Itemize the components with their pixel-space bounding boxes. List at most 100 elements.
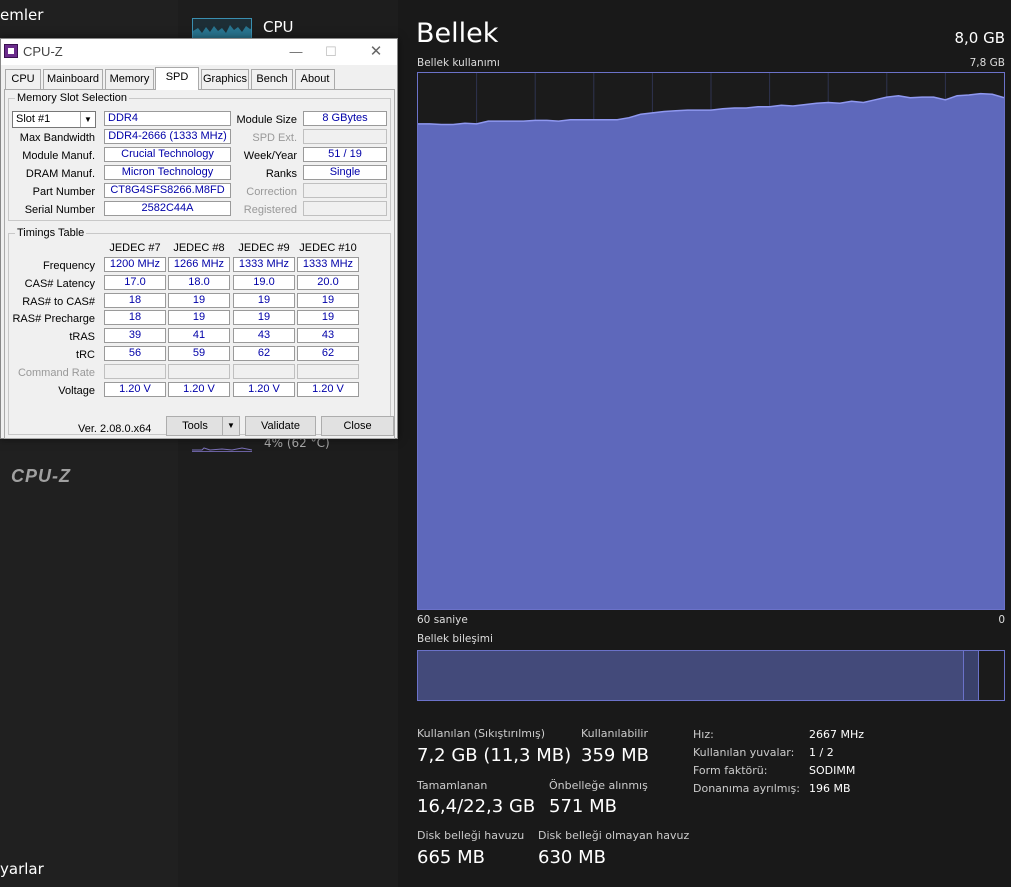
sidebar-item-processes[interactable]: emler [0, 6, 44, 24]
timing-row-label: Command Rate [17, 366, 95, 379]
tools-button[interactable]: Tools [166, 416, 224, 436]
close-icon[interactable]: ✕ [369, 43, 383, 60]
minimize-button[interactable]: — [289, 44, 303, 59]
memory-type-field: DDR4 [104, 111, 231, 126]
validate-button[interactable]: Validate [245, 416, 316, 436]
timings-group-title: Timings Table [15, 227, 87, 239]
timing-cell: 19 [233, 292, 295, 308]
timing-cell: 1.20 V [104, 381, 166, 397]
timing-row-label: tRC [76, 349, 95, 361]
memory-usage-line [418, 92, 1005, 126]
cpu-thumbnail-graph[interactable] [192, 18, 252, 40]
composition-modified[interactable] [962, 651, 979, 700]
max-bandwidth-label: Max Bandwidth [19, 132, 95, 144]
cpuz-spd-panel: Memory Slot Selection Slot #1 ▼ DDR4 Mod… [4, 89, 395, 486]
timing-cell: 1.20 V [233, 381, 295, 397]
paged-pool-value: 665 MB [417, 847, 485, 868]
timing-cell: 1.20 V [168, 381, 230, 397]
memory-composition-bar[interactable] [417, 650, 1005, 701]
timing-row-label: CAS# Latency [24, 277, 95, 290]
module-manuf-label: Module Manuf. [22, 150, 95, 162]
slots-used-value: 1 / 2 [809, 746, 834, 759]
used-value: 7,2 GB (11,3 MB) [417, 745, 572, 766]
correction-field [303, 183, 387, 198]
cpuz-app-icon [4, 44, 18, 58]
timing-row-label: tRAS [69, 331, 95, 344]
memory-slot-group: Memory Slot Selection [8, 92, 391, 221]
slot-select[interactable]: Slot #1 ▼ [12, 111, 96, 128]
cpuz-titlebar[interactable]: CPU-Z — ☐ ✕ [1, 39, 397, 65]
timing-cell: 39 [104, 328, 166, 344]
timing-row-label: RAS# to CAS# [22, 295, 95, 308]
timing-cell: 18 [104, 292, 166, 308]
cpuz-version: Ver. 2.08.0.x64 [78, 423, 152, 435]
tab-cpu[interactable]: CPU [5, 69, 41, 89]
cpuz-logo: CPU-Z [11, 466, 71, 486]
hardware-reserved-label: Donanıma ayrılmış: [693, 782, 800, 795]
correction-label: Correction [246, 186, 297, 198]
timing-cell: 20.0 [297, 274, 359, 290]
graph-axis-end: 0 [998, 614, 1005, 626]
sidebar-item-services[interactable]: yarlar [0, 860, 44, 878]
timing-column-header: JEDEC #7 [109, 242, 161, 254]
tools-dropdown-icon[interactable]: ▼ [222, 416, 240, 436]
timing-cell: 41 [168, 328, 230, 344]
timing-cell [168, 363, 230, 379]
performance-item-cpu[interactable]: CPU [263, 18, 294, 36]
timing-row-label: Voltage [58, 384, 95, 397]
week-year-label: Week/Year [243, 150, 297, 162]
hardware-reserved-value: 196 MB [809, 782, 851, 795]
chevron-down-icon[interactable]: ▼ [80, 112, 95, 127]
speed-value: 2667 MHz [809, 728, 865, 741]
cached-label: Önbelleğe alınmış [549, 779, 648, 792]
tab-about[interactable]: About [295, 69, 335, 89]
timing-cell: 19 [297, 310, 359, 326]
timing-cell: 56 [104, 346, 166, 361]
tab-bench[interactable]: Bench [251, 69, 293, 89]
module-size-field: 8 GBytes [303, 111, 387, 126]
memory-usage-label: Bellek kullanımı [417, 57, 500, 69]
dram-manuf-field: Micron Technology [104, 165, 231, 180]
gpu-thumbnail-graph[interactable] [192, 436, 253, 452]
gpu-usage-text: 4% (62 °C) [264, 436, 330, 450]
part-number-field: CT8G4SFS8266.M8FD [104, 183, 231, 198]
speed-label: Hız: [693, 728, 714, 741]
cached-value: 571 MB [549, 796, 617, 817]
graph-axis-start: 60 saniye [417, 614, 468, 626]
memory-composition-label: Bellek bileşimi [417, 633, 493, 645]
tab-memory[interactable]: Memory [105, 69, 154, 89]
slots-used-label: Kullanılan yuvalar: [693, 746, 795, 759]
timing-cell: 1200 MHz [104, 257, 166, 272]
timing-cell: 1.20 V [297, 381, 359, 397]
tab-graphics[interactable]: Graphics [201, 69, 249, 89]
nonpaged-pool-value: 630 MB [538, 847, 606, 868]
composition-in-use[interactable] [418, 651, 963, 700]
timing-cell: 43 [233, 328, 295, 344]
cpuz-window[interactable]: CPU-Z — ☐ ✕ CPU Mainboard Memory SPD Gra… [0, 38, 398, 486]
memory-slot-group-title: Memory Slot Selection [15, 92, 130, 104]
timing-cell [297, 363, 359, 379]
tab-spd[interactable]: SPD [155, 67, 199, 90]
form-factor-label: Form faktörü: [693, 764, 768, 777]
timing-cell: 1333 MHz [233, 257, 295, 272]
serial-number-label: Serial Number [24, 204, 95, 216]
timing-cell: 19 [297, 292, 359, 308]
memory-pane: Bellek 8,0 GB Bellek kullanımı 7,8 GB 60… [398, 0, 1011, 887]
used-label: Kullanılan (Sıkıştırılmış) [417, 727, 546, 740]
close-button[interactable]: Close [321, 416, 394, 436]
serial-number-field: 2582C44A [104, 201, 231, 216]
timing-cell: 1266 MHz [168, 257, 230, 272]
registered-label: Registered [243, 204, 297, 216]
timing-cell: 62 [297, 346, 359, 361]
timing-cell: 17.0 [104, 274, 166, 290]
timing-cell: 1333 MHz [297, 257, 359, 272]
timing-column-header: JEDEC #8 [173, 242, 225, 254]
week-year-field: 51 / 19 [303, 147, 387, 162]
memory-usage-plot [418, 73, 1005, 610]
paged-pool-label: Disk belleği havuzu [417, 829, 525, 842]
tab-mainboard[interactable]: Mainboard [43, 69, 103, 89]
module-size-label: Module Size [236, 114, 297, 126]
maximize-button[interactable]: ☐ [325, 44, 337, 59]
nonpaged-pool-label: Disk belleği olmayan havuz [538, 829, 690, 842]
ranks-field: Single [303, 165, 387, 180]
